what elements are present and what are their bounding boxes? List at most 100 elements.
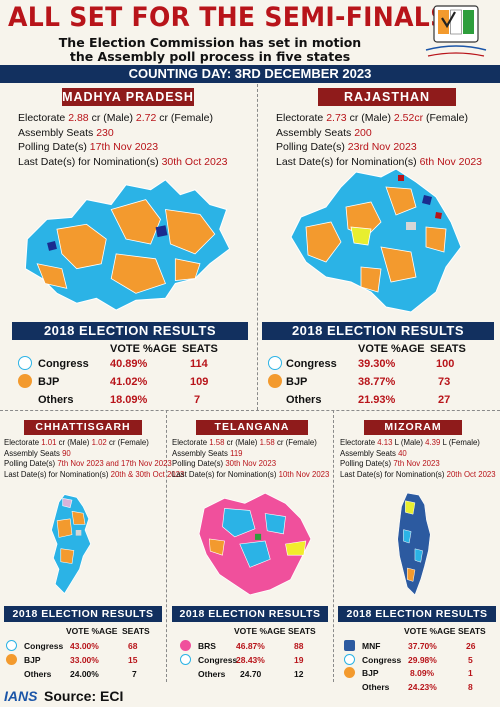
divider-top-vertical: [257, 84, 258, 410]
bjp-lotus-icon: [18, 374, 32, 388]
state-tag-tg: TELANGANA: [196, 420, 308, 435]
col-vote-header: VOTE %AGE: [358, 343, 425, 355]
electorate-line: Electorate 4.13 L (Male) 4.39 L (Female): [340, 438, 480, 447]
vote-share: 43.00%: [70, 641, 99, 651]
party-name: BRS: [198, 641, 216, 651]
party-name: BJP: [24, 655, 41, 665]
facts-cg: Electorate 1.01 cr (Male) 1.02 cr (Femal…: [4, 438, 184, 480]
page-subtitle: The Election Commission has set in motio…: [20, 36, 400, 64]
vote-share: 39.30%: [358, 358, 396, 370]
vote-share: 18.09%: [110, 394, 148, 406]
vote-share: 21.93%: [358, 394, 396, 406]
ians-logo: IANS: [4, 688, 38, 704]
party-name: Congress: [24, 641, 64, 651]
results-table-cg: VOTE %AGE SEATS Congress 43.00% 68 BJP 3…: [4, 624, 164, 682]
facts-mp: Electorate 2.88 cr (Male) 2.72 cr (Femal…: [18, 111, 228, 169]
results-bar-mp: 2018 ELECTION RESULTS: [12, 322, 248, 340]
state-tag-mz: MIZORAM: [364, 420, 462, 435]
map-telangana: [198, 492, 312, 596]
bjp-lotus-icon: [344, 667, 355, 678]
congress-hand-icon: [180, 654, 191, 665]
seat-count: 5: [468, 655, 473, 665]
electorate-line: Electorate 1.01 cr (Male) 1.02 cr (Femal…: [4, 438, 149, 447]
polling-date-line: Polling Date(s) 23rd Nov 2023: [276, 141, 417, 153]
page-title: ALL SET FOR THE SEMI-FINALS: [8, 2, 449, 33]
col-seats-header: SEATS: [122, 626, 150, 636]
congress-hand-icon: [6, 640, 17, 651]
facts-tg: Electorate 1.58 cr (Male) 1.58 cr (Femal…: [172, 438, 329, 480]
col-vote-header: VOTE %AGE: [110, 343, 177, 355]
seat-count: 114: [190, 358, 208, 370]
vote-share: 24.70: [240, 669, 262, 679]
party-name: BJP: [286, 376, 308, 388]
seat-count: 109: [190, 376, 209, 388]
seat-count: 8: [468, 682, 473, 692]
vote-share: 46.87%: [236, 641, 265, 651]
seat-count: 27: [438, 394, 451, 406]
seat-count: 73: [438, 376, 451, 388]
party-name: Others: [38, 394, 74, 406]
party-name: MNF: [362, 641, 381, 651]
source-credit: Source: ECI: [44, 688, 124, 704]
congress-hand-icon: [18, 356, 32, 370]
subtitle-line-2: the Assembly poll process in five states: [69, 49, 351, 64]
assembly-seats-line: Assembly Seats 90: [4, 448, 71, 458]
vote-share: 29.98%: [408, 655, 437, 665]
vote-share: 24.23%: [408, 682, 437, 692]
map-madhya-pradesh: [24, 179, 231, 311]
divider-bottom-right: [333, 410, 334, 682]
vote-share: 38.77%: [358, 376, 396, 388]
col-vote-header: VOTE %AGE: [404, 626, 456, 636]
bjp-lotus-icon: [268, 374, 282, 388]
seat-count: 1: [468, 668, 473, 678]
electorate-line: Electorate 2.73 cr (Male) 2.52cr (Female…: [276, 112, 469, 124]
results-bar-cg: 2018 ELECTION RESULTS: [4, 606, 162, 622]
electorate-line: Electorate 2.88 cr (Male) 2.72 cr (Femal…: [18, 112, 213, 124]
nomination-date-line: Last Date(s) for Nomination(s) 6th Nov 2…: [276, 155, 483, 168]
col-vote-header: VOTE %AGE: [66, 626, 118, 636]
seat-count: 15: [128, 655, 138, 665]
seat-count: 19: [294, 655, 304, 665]
seat-count: 12: [294, 669, 304, 679]
seat-count: 7: [194, 394, 201, 406]
party-name: Congress: [198, 655, 238, 665]
vote-share: 33.00%: [70, 655, 99, 665]
party-name: Congress: [362, 655, 402, 665]
map-chhattisgarh: [51, 494, 92, 595]
polling-date-line: Polling Date(s) 17th Nov 2023: [18, 141, 159, 153]
map-mizoram: [397, 492, 431, 596]
party-name: Others: [24, 669, 52, 679]
election-commission-logo: [425, 5, 487, 57]
seat-count: 26: [466, 641, 476, 651]
results-table-mp: VOTE %AGE SEATS Congress 40.89% 114 BJP …: [14, 342, 250, 408]
polling-date-line: Polling Date(s) 7th Nov 2023: [340, 459, 440, 468]
party-name: BJP: [38, 376, 60, 388]
col-seats-header: SEATS: [182, 343, 218, 355]
party-name: BJP: [362, 668, 379, 678]
state-tag-cg: CHHATTISGARH: [24, 420, 142, 435]
nomination-date-line: Last Date(s) for Nomination(s) 20th Oct …: [340, 469, 496, 479]
col-seats-header: SEATS: [288, 626, 316, 636]
polling-date-line: Polling Date(s) 30th Nov 2023: [172, 459, 277, 468]
col-seats-header: SEATS: [458, 626, 486, 636]
results-table-rj: VOTE %AGE SEATS Congress 39.30% 100 BJP …: [266, 342, 496, 408]
assembly-seats-line: Assembly Seats 40: [340, 448, 407, 458]
bjp-lotus-icon: [6, 654, 17, 665]
results-bar-mz: 2018 ELECTION RESULTS: [338, 606, 496, 622]
results-bar-rj: 2018 ELECTION RESULTS: [262, 322, 494, 340]
map-rajasthan: [290, 168, 462, 313]
col-vote-header: VOTE %AGE: [234, 626, 286, 636]
seat-count: 68: [128, 641, 138, 651]
nomination-date-line: Last Date(s) for Nomination(s) 30th Oct …: [18, 155, 228, 168]
assembly-seats-line: Assembly Seats 230: [18, 126, 114, 139]
vote-share: 40.89%: [110, 358, 148, 370]
nomination-date-line: Last Date(s) for Nomination(s) 20th & 30…: [4, 469, 185, 479]
assembly-seats-line: Assembly Seats 119: [172, 448, 243, 458]
mnf-star-icon: [344, 640, 355, 651]
results-bar-tg: 2018 ELECTION RESULTS: [172, 606, 328, 622]
party-name: Congress: [286, 358, 337, 370]
seat-count: 88: [294, 641, 304, 651]
state-tag-rj: RAJASTHAN: [318, 88, 456, 106]
divider-bottom-left: [166, 410, 167, 682]
seat-count: 100: [436, 358, 455, 370]
